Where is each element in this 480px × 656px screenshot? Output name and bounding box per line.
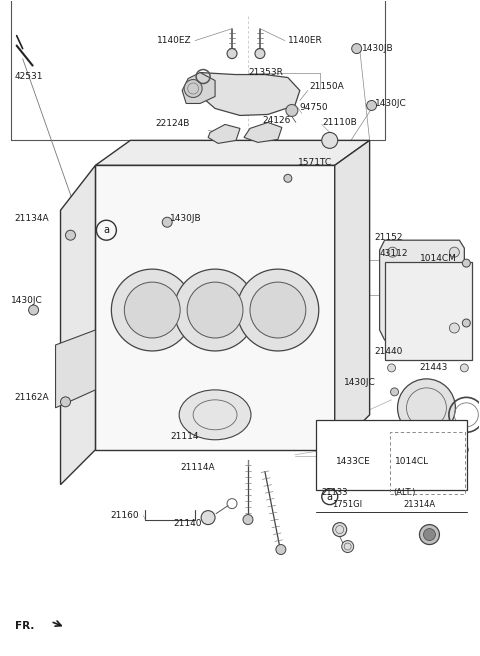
Text: 21110B: 21110B xyxy=(323,118,358,127)
Circle shape xyxy=(352,43,361,54)
Circle shape xyxy=(284,174,292,182)
Text: 21160: 21160 xyxy=(110,511,139,520)
Circle shape xyxy=(184,79,202,98)
Circle shape xyxy=(243,514,253,525)
Text: 1014CM: 1014CM xyxy=(420,254,456,262)
Text: 1430JC: 1430JC xyxy=(374,99,407,108)
Circle shape xyxy=(201,510,215,525)
Text: FR.: FR. xyxy=(15,621,34,631)
Text: 21314A: 21314A xyxy=(404,500,436,509)
Text: 1430JC: 1430JC xyxy=(344,379,375,388)
Ellipse shape xyxy=(237,269,319,351)
Circle shape xyxy=(342,541,354,552)
Circle shape xyxy=(408,454,417,462)
Polygon shape xyxy=(60,165,96,485)
Circle shape xyxy=(462,259,470,267)
Polygon shape xyxy=(96,140,370,165)
Ellipse shape xyxy=(423,529,435,541)
Text: 21134A: 21134A xyxy=(15,214,49,223)
Circle shape xyxy=(387,364,396,372)
Ellipse shape xyxy=(250,282,306,338)
Polygon shape xyxy=(96,165,335,450)
Text: (ALT.): (ALT.) xyxy=(394,488,416,497)
Text: 1140EZ: 1140EZ xyxy=(157,36,192,45)
Polygon shape xyxy=(208,125,240,144)
Bar xyxy=(384,262,472,360)
Circle shape xyxy=(65,230,75,240)
Circle shape xyxy=(286,104,298,117)
Circle shape xyxy=(387,445,396,454)
Text: 22124B: 22124B xyxy=(155,119,190,128)
Text: 1430JC: 1430JC xyxy=(11,296,42,304)
Ellipse shape xyxy=(420,525,439,544)
Circle shape xyxy=(391,388,398,396)
Polygon shape xyxy=(200,73,300,115)
Circle shape xyxy=(29,305,38,315)
Text: $\mathregular{a}$: $\mathregular{a}$ xyxy=(103,225,110,236)
Text: 21140: 21140 xyxy=(173,519,202,528)
Circle shape xyxy=(460,445,468,454)
Text: 94750: 94750 xyxy=(300,103,328,112)
Ellipse shape xyxy=(179,390,251,440)
Ellipse shape xyxy=(397,379,456,437)
Circle shape xyxy=(162,217,172,227)
Bar xyxy=(316,420,468,489)
Circle shape xyxy=(60,397,71,407)
Text: 24126: 24126 xyxy=(262,116,290,125)
Circle shape xyxy=(449,323,459,333)
Circle shape xyxy=(333,523,347,537)
Text: 1571TC: 1571TC xyxy=(298,158,332,167)
Circle shape xyxy=(255,49,265,58)
Text: 21353R: 21353R xyxy=(248,68,283,77)
Circle shape xyxy=(322,133,338,148)
Circle shape xyxy=(462,319,470,327)
Polygon shape xyxy=(380,240,464,340)
Text: 21114: 21114 xyxy=(170,432,199,441)
Text: 21150A: 21150A xyxy=(310,82,345,91)
Text: 42531: 42531 xyxy=(15,72,43,81)
Circle shape xyxy=(449,247,459,257)
Text: 1430JB: 1430JB xyxy=(361,44,393,53)
Bar xyxy=(390,432,465,494)
Polygon shape xyxy=(182,73,215,104)
Text: 21440: 21440 xyxy=(374,348,403,356)
Ellipse shape xyxy=(187,282,243,338)
Text: 21114A: 21114A xyxy=(180,463,215,472)
Circle shape xyxy=(367,100,377,110)
Text: 1751GI: 1751GI xyxy=(332,500,362,509)
Text: 1140ER: 1140ER xyxy=(288,36,323,45)
Text: 21152: 21152 xyxy=(374,233,403,241)
Circle shape xyxy=(227,49,237,58)
Ellipse shape xyxy=(124,282,180,338)
Polygon shape xyxy=(56,330,96,408)
Text: 21162A: 21162A xyxy=(15,394,49,402)
Ellipse shape xyxy=(174,269,256,351)
Ellipse shape xyxy=(111,269,193,351)
Text: 1433CE: 1433CE xyxy=(336,457,371,466)
Polygon shape xyxy=(335,140,370,450)
Circle shape xyxy=(385,452,394,460)
Circle shape xyxy=(460,364,468,372)
Text: a: a xyxy=(327,491,333,502)
Polygon shape xyxy=(244,123,282,142)
Text: 1430JB: 1430JB xyxy=(170,214,202,223)
Bar xyxy=(11,0,384,140)
Circle shape xyxy=(276,544,286,554)
Text: 43112: 43112 xyxy=(380,249,408,258)
Text: 21133: 21133 xyxy=(322,488,348,497)
Text: 1014CL: 1014CL xyxy=(395,457,429,466)
Text: 21443: 21443 xyxy=(420,363,448,373)
Circle shape xyxy=(387,247,397,257)
